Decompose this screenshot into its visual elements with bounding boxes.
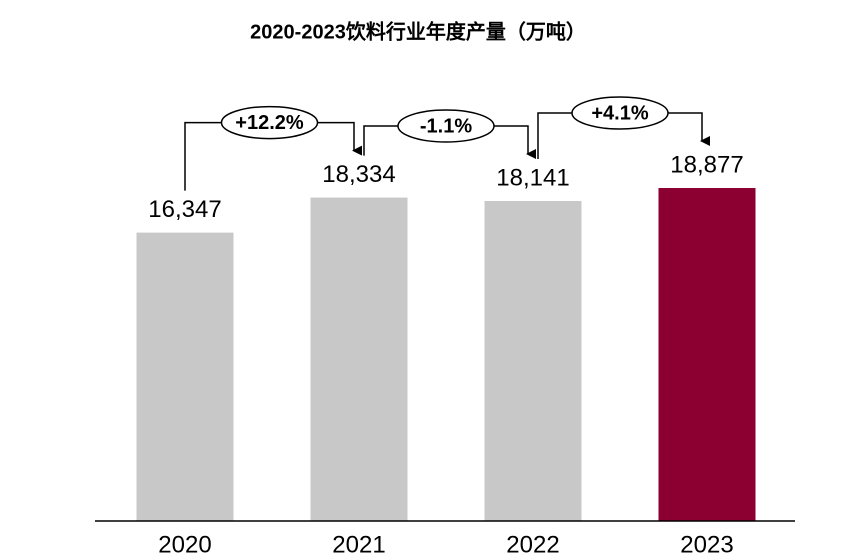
growth-label: +12.2% bbox=[235, 112, 304, 134]
growth-bubble bbox=[397, 109, 495, 143]
value-label: 18,334 bbox=[322, 161, 395, 188]
bar bbox=[310, 197, 408, 521]
x-tick-label: 2021 bbox=[332, 531, 385, 558]
growth-label: +4.1% bbox=[591, 102, 648, 124]
growth-bubble bbox=[220, 105, 319, 140]
x-tick-label: 2020 bbox=[158, 531, 211, 558]
bar bbox=[484, 200, 582, 522]
value-label: 18,877 bbox=[670, 151, 743, 178]
value-label: 16,347 bbox=[148, 196, 221, 223]
bar bbox=[136, 232, 234, 522]
value-label: 18,141 bbox=[496, 164, 569, 191]
growth-label: -1.1% bbox=[420, 115, 472, 137]
x-tick-label: 2023 bbox=[680, 531, 733, 558]
growth-bubble bbox=[571, 96, 669, 130]
x-tick-label: 2022 bbox=[506, 531, 559, 558]
chart-title: 2020-2023饮料行业年度产量（万吨） bbox=[250, 19, 586, 43]
bar bbox=[658, 188, 756, 521]
